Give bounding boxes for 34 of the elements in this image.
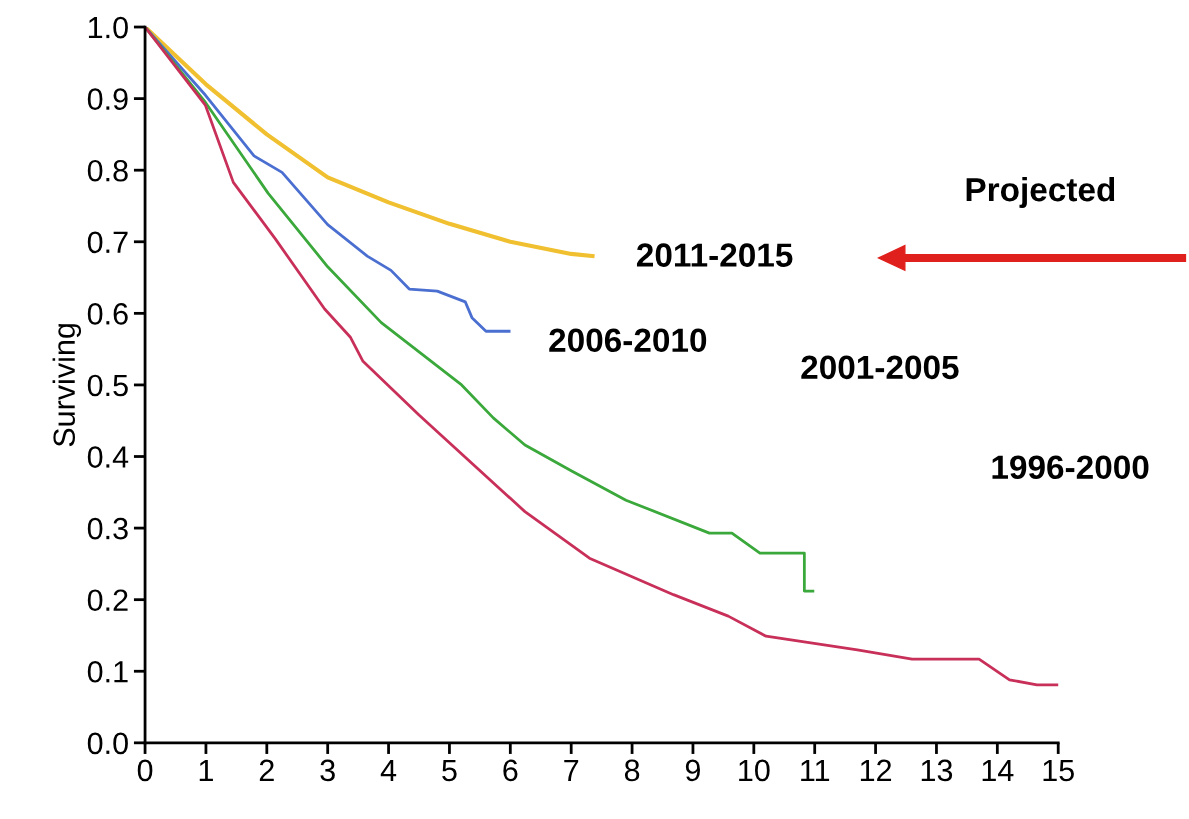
y-tick-label: 0.9 (87, 88, 128, 110)
x-tick-label: 7 (564, 759, 579, 781)
x-tick-label: 0 (137, 759, 153, 782)
y-tick-label: 0.0 (87, 732, 128, 755)
x-tick-label: 11 (801, 759, 830, 781)
y-tick-label: 0.4 (87, 446, 129, 468)
x-tick-label: 5 (442, 759, 457, 782)
x-tick-label: 1 (199, 759, 213, 781)
x-tick-label: 8 (624, 759, 640, 782)
x-tick-label: 3 (320, 759, 335, 782)
x-tick-label: 14 (982, 759, 1014, 781)
x-tick-label: 2 (259, 759, 274, 781)
x-tick-label: 13 (921, 759, 953, 782)
x-tick-label: 10 (739, 759, 770, 782)
x-tick-label: 15 (1043, 759, 1074, 782)
x-tick-label: 9 (685, 759, 700, 782)
y-tick-label: 0.2 (87, 589, 128, 612)
annotation: 2006-2010 (549, 328, 707, 353)
x-tick-label: 6 (503, 759, 518, 782)
y-tick-label: 0.5 (87, 374, 128, 397)
y-tick-label: 0.6 (87, 303, 128, 325)
annotation: 2001-2005 (801, 355, 959, 380)
y-tick-label: 0.8 (87, 159, 128, 182)
y-tick-label: 0.7 (87, 231, 128, 254)
annotation: 2011-2015 (636, 243, 793, 267)
annotation: Projected (966, 176, 1115, 208)
y-tick-label: 1.0 (88, 16, 128, 39)
y-tick-label: 0.1 (87, 660, 128, 683)
y-axis-title: Surviving (52, 324, 82, 447)
line-series (145, 27, 595, 259)
x-tick-label: 12 (860, 759, 892, 781)
x-tick-label: 4 (380, 759, 397, 781)
annotation: 1996-2000 (992, 455, 1149, 480)
y-tick-label: 0.3 (87, 517, 128, 540)
